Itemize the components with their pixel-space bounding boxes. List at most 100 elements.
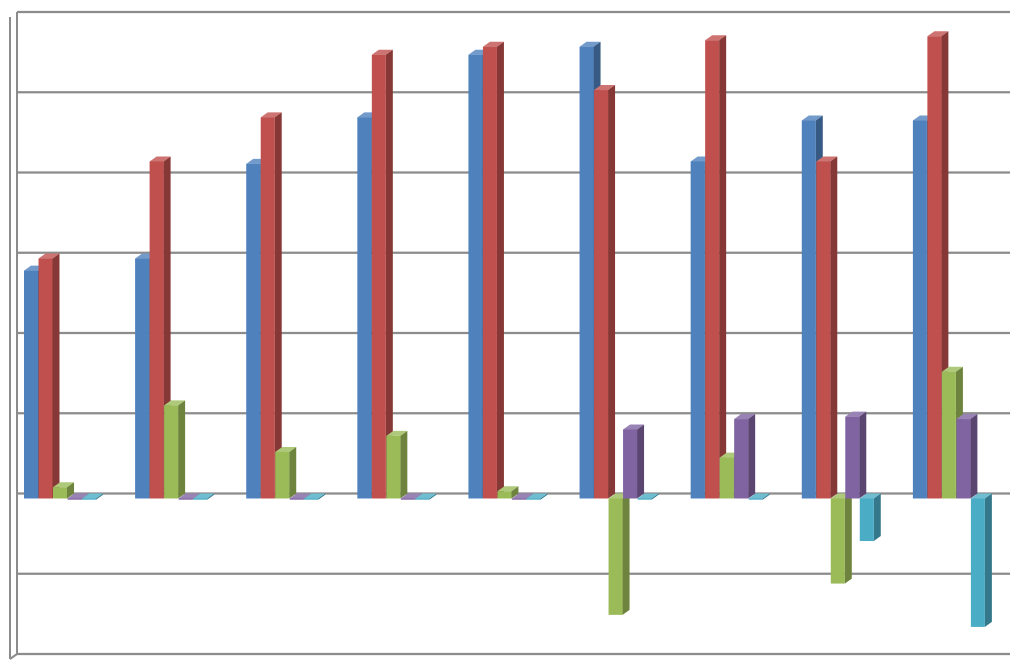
bar <box>623 424 645 499</box>
bar-front <box>24 270 38 499</box>
bar <box>816 156 838 499</box>
bar-front <box>623 429 638 499</box>
bar-top <box>526 493 548 499</box>
bar-side <box>511 486 519 499</box>
bar-front <box>193 498 208 500</box>
bar-side <box>719 35 727 499</box>
bar-front <box>38 258 53 499</box>
bar-front <box>357 117 372 499</box>
bar-side <box>178 400 186 499</box>
bar-top <box>371 49 393 55</box>
bar-top <box>289 493 311 499</box>
bar-side <box>762 493 770 500</box>
bar-top <box>164 400 186 406</box>
bar-top <box>801 115 823 121</box>
bar-front <box>912 120 927 499</box>
bar <box>275 446 297 499</box>
bar-side <box>622 493 630 615</box>
bar-side <box>289 446 297 499</box>
bar-front <box>53 487 67 499</box>
bar-side <box>52 253 60 499</box>
bar-top <box>970 493 992 499</box>
bar-top <box>178 493 200 499</box>
bar-front <box>801 120 816 499</box>
bar-side <box>859 411 867 499</box>
bar-top <box>193 493 215 499</box>
bar-top <box>705 35 727 41</box>
bar-top <box>734 414 756 420</box>
bar <box>38 253 60 499</box>
bar-side <box>970 414 978 499</box>
bar-side <box>96 493 103 500</box>
bar-front <box>164 405 179 499</box>
bar-top <box>304 493 326 499</box>
bar-front <box>304 498 319 500</box>
bar-side <box>429 493 437 500</box>
bar-side <box>274 112 282 499</box>
bar-front <box>956 419 971 499</box>
bar-front <box>970 498 985 627</box>
bar-front <box>371 54 386 499</box>
bar-front <box>246 163 261 499</box>
bar-front <box>859 498 874 542</box>
bar <box>637 493 659 500</box>
bar-front <box>178 498 193 500</box>
bar-top <box>941 366 963 372</box>
bar-top <box>482 41 504 47</box>
bar-front <box>497 491 512 499</box>
bar-front <box>748 498 763 500</box>
bar <box>415 493 437 500</box>
bar <box>970 493 992 627</box>
bar <box>734 414 756 499</box>
bar-top <box>748 493 770 499</box>
bar-top <box>927 31 949 37</box>
bar-top <box>67 493 89 499</box>
bar-side <box>207 493 215 500</box>
bar-top <box>956 414 978 420</box>
bar-side <box>608 85 616 499</box>
bar-front <box>482 46 497 499</box>
bar-top <box>149 156 171 162</box>
bar-front <box>734 419 749 499</box>
bar-top <box>816 156 838 162</box>
bar-side <box>385 49 393 499</box>
bar-side <box>496 41 504 499</box>
bar-top <box>260 112 282 118</box>
bar-top <box>579 41 601 47</box>
bar-front <box>816 161 831 499</box>
bar-top <box>497 486 519 492</box>
bar-front <box>149 161 164 499</box>
bar <box>594 85 616 499</box>
bar <box>956 414 978 499</box>
bar <box>497 486 519 499</box>
bar <box>260 112 282 499</box>
bar <box>371 49 393 499</box>
bar-side <box>830 156 838 499</box>
bar <box>608 493 630 615</box>
bar-front <box>637 498 652 500</box>
bar <box>859 493 881 542</box>
bar <box>386 430 408 499</box>
bar-side <box>651 493 659 500</box>
wall-corner <box>9 653 18 660</box>
bar-side <box>637 424 645 499</box>
bar-front <box>289 498 304 500</box>
bar <box>53 482 74 499</box>
bar-front <box>941 371 956 499</box>
bar-side <box>540 493 548 500</box>
bar-front <box>400 498 415 500</box>
bar-front <box>579 46 594 499</box>
bar-front <box>275 451 290 499</box>
bar-front <box>719 457 734 499</box>
bar-side <box>400 430 408 499</box>
bar-front <box>67 498 82 500</box>
bar <box>304 493 326 500</box>
bar-top <box>82 493 103 499</box>
bar-front <box>845 416 860 499</box>
bar <box>82 493 103 500</box>
bar-top <box>594 85 616 91</box>
bar-front <box>135 258 150 499</box>
bar-top <box>859 493 881 499</box>
